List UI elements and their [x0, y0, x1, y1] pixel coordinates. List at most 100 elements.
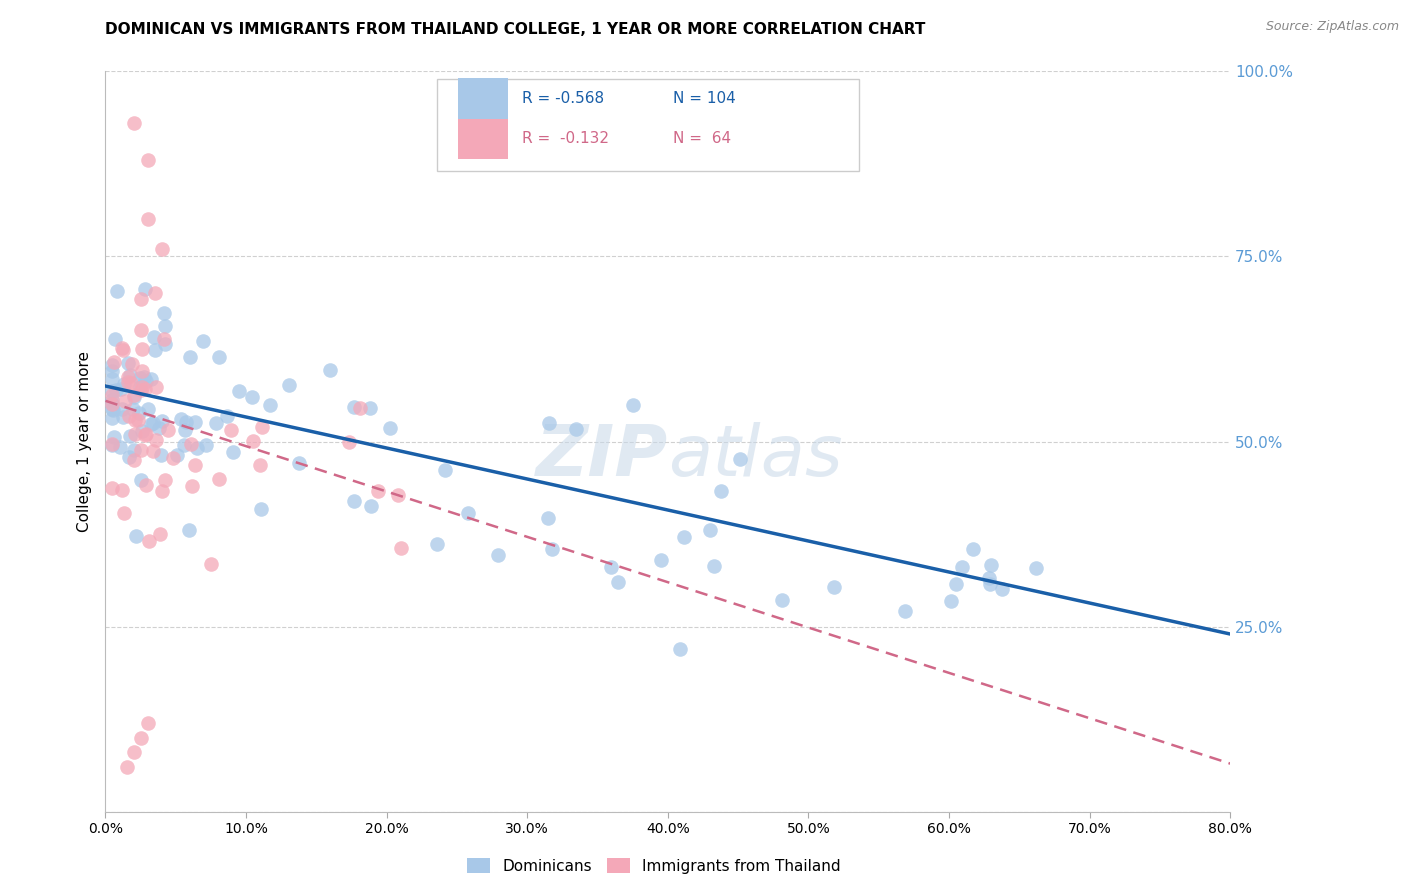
Point [112, 506, 135, 520]
Point [219, 424, 242, 438]
Point [131, 342, 153, 356]
Point [537, 416, 560, 430]
Point [669, 641, 692, 656]
Point [136, 402, 159, 417]
FancyBboxPatch shape [457, 78, 508, 119]
Point [122, 401, 145, 416]
Point [486, 548, 509, 562]
Point [426, 536, 449, 550]
Point [132, 370, 155, 384]
Point [129, 380, 152, 394]
Point [599, 560, 621, 574]
Point [173, 438, 195, 452]
Point [131, 424, 153, 438]
Point [200, 558, 222, 572]
Point [174, 423, 197, 437]
Text: DOMINICAN VS IMMIGRANTS FROM THAILAND COLLEGE, 1 YEAR OR MORE CORRELATION CHART: DOMINICAN VS IMMIGRANTS FROM THAILAND CO… [105, 22, 925, 37]
Point [150, 414, 173, 428]
Point [124, 413, 146, 427]
Point [770, 593, 793, 607]
Point [148, 421, 170, 435]
Point [135, 426, 157, 441]
Point [111, 409, 134, 424]
Point [142, 330, 165, 344]
Point [222, 445, 245, 459]
Point [111, 343, 134, 357]
Point [650, 553, 672, 567]
Text: atlas: atlas [668, 422, 842, 491]
Point [118, 409, 141, 423]
Text: N =  64: N = 64 [673, 131, 731, 146]
Point [1025, 561, 1047, 575]
Point [153, 332, 176, 346]
Point [359, 401, 381, 415]
Point [129, 371, 152, 385]
Point [950, 559, 973, 574]
Point [101, 401, 124, 416]
Point [367, 483, 389, 498]
Point [122, 388, 145, 402]
Point [319, 363, 342, 377]
Point [105, 383, 128, 397]
Point [621, 398, 644, 412]
Point [177, 523, 200, 537]
Point [138, 533, 160, 548]
Point [565, 422, 588, 436]
Point [134, 382, 156, 396]
Point [176, 415, 198, 429]
Text: R = -0.568: R = -0.568 [522, 91, 603, 105]
Point [337, 434, 360, 449]
Point [108, 440, 131, 454]
Point [101, 397, 124, 411]
Point [157, 423, 180, 437]
Text: N = 104: N = 104 [673, 91, 737, 105]
Point [205, 416, 228, 430]
Point [166, 448, 188, 462]
Point [143, 286, 166, 301]
Point [277, 377, 299, 392]
Point [672, 530, 695, 544]
Point [114, 393, 136, 408]
Point [142, 416, 165, 430]
Point [945, 577, 967, 591]
FancyBboxPatch shape [457, 119, 508, 160]
Point [710, 484, 733, 499]
Point [103, 430, 125, 444]
Point [129, 293, 152, 307]
Point [990, 582, 1012, 596]
Point [181, 479, 204, 493]
Point [110, 382, 132, 396]
Point [122, 443, 145, 458]
Point [131, 379, 153, 393]
Point [117, 370, 139, 384]
Text: R =  -0.132: R = -0.132 [522, 131, 609, 146]
Point [121, 357, 143, 371]
Point [101, 438, 124, 452]
Point [153, 306, 176, 320]
Point [823, 580, 845, 594]
Point [240, 390, 263, 404]
Point [135, 374, 157, 388]
Point [127, 413, 149, 427]
Point [378, 421, 401, 435]
Point [183, 458, 205, 473]
Point [139, 417, 162, 431]
Point [101, 437, 124, 451]
Point [105, 285, 128, 299]
Point [136, 212, 159, 227]
Point [250, 420, 273, 434]
Point [343, 400, 366, 414]
Point [360, 499, 382, 513]
Point [541, 541, 564, 556]
Point [134, 282, 156, 296]
Point [139, 371, 162, 385]
Point [433, 463, 456, 477]
Point [103, 355, 125, 369]
Point [101, 364, 124, 378]
Point [118, 428, 141, 442]
Text: Source: ZipAtlas.com: Source: ZipAtlas.com [1265, 20, 1399, 33]
Point [215, 409, 238, 424]
Point [101, 393, 124, 408]
Point [150, 484, 173, 499]
Point [122, 116, 145, 130]
